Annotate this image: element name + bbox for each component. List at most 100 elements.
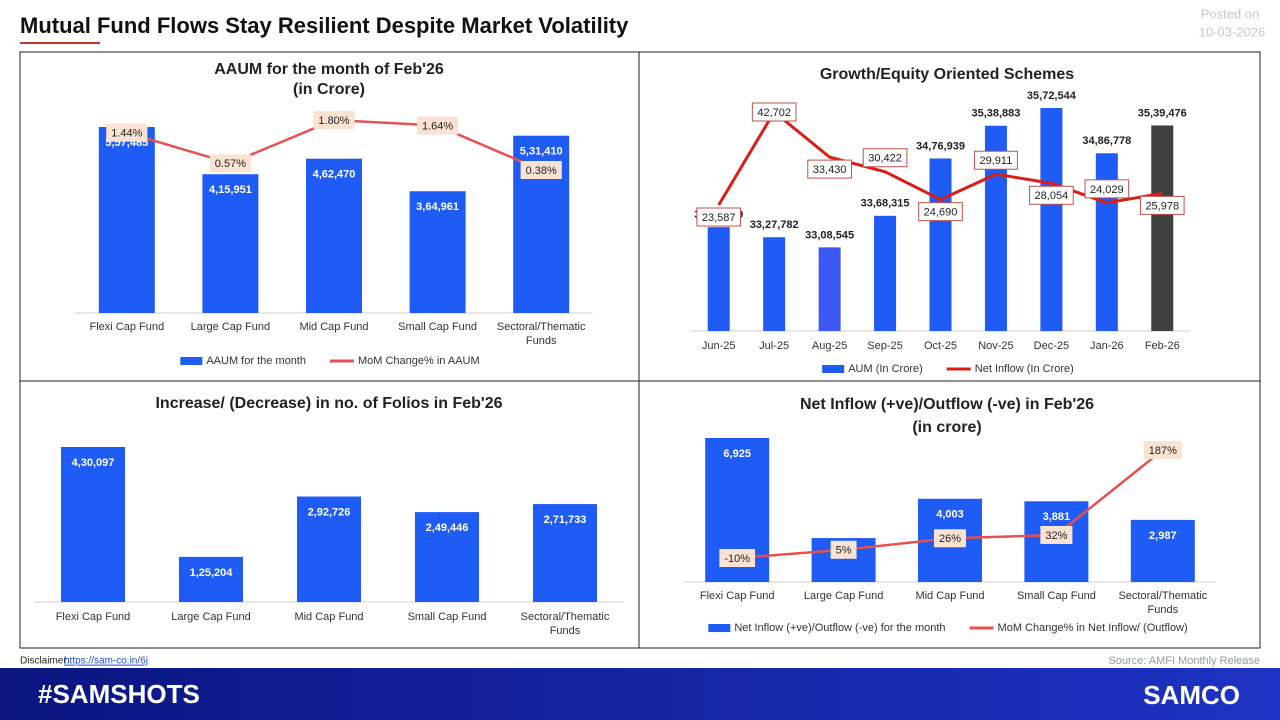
legend-label: MoM Change% in Net Inflow/ (Outflow) — [998, 622, 1188, 634]
bar — [179, 556, 243, 602]
x-tick-label-box: Flexi Cap Fund — [89, 321, 165, 333]
data-label-box — [696, 207, 742, 227]
x-tick-label: Large Cap Fund — [803, 590, 884, 602]
data-label: 30,422 — [868, 153, 902, 165]
chart-title: Net Inflow (+ve)/Outflow (-ve) in Feb'26 — [800, 396, 1094, 413]
legend: AAUM for the month MoM Change% in AAUM — [180, 355, 480, 367]
x-tick-label-box: Jan-26 — [1090, 340, 1124, 352]
legend: Net Inflow (+ve)/Outflow (-ve) for the m… — [708, 622, 1188, 634]
x-tick-label: Sectoral/Thematic Funds — [496, 321, 586, 347]
brand: SAMCO — [1143, 680, 1240, 710]
x-tick-label-box: Oct-25 — [924, 340, 957, 352]
data-label-box — [719, 549, 756, 567]
bar — [1151, 125, 1174, 331]
x-tick-label: Sectoral/Thematic Funds — [520, 611, 610, 637]
chart-title: Growth/Equity Oriented Schemes — [820, 66, 1074, 83]
data-label: 4,62,470 — [313, 169, 356, 181]
legend-swatch — [822, 365, 845, 373]
data-label: 24,029 — [1090, 184, 1124, 196]
data-label-box — [830, 540, 857, 559]
bar — [98, 127, 155, 313]
chart-title: AAUM for the month of Feb'26 — [214, 61, 444, 78]
data-label: 1.80% — [318, 115, 349, 127]
data-label-box — [974, 150, 1018, 170]
data-label: 42,702 — [757, 107, 791, 119]
data-label: 0.38% — [526, 165, 557, 177]
data-label-box — [1040, 525, 1073, 544]
data-label-box — [313, 111, 355, 129]
posted-label: Posted on — [1201, 6, 1260, 21]
x-tick-label: Aug-25 — [811, 340, 848, 352]
bar — [415, 512, 479, 602]
bar — [409, 191, 466, 313]
data-label: 4,003 — [936, 509, 964, 521]
x-tick-label: Flexi Cap Fund — [89, 321, 165, 333]
data-label: 187% — [1149, 445, 1177, 457]
data-label-box — [209, 154, 252, 173]
bar — [306, 158, 362, 313]
data-label: 23,587 — [702, 212, 736, 224]
data-label: 4,30,097 — [72, 457, 115, 469]
data-label: 33,27,782 — [750, 219, 799, 231]
data-label: 2,987 — [1149, 530, 1177, 542]
x-tick-label: Mid Cap Fund — [294, 611, 364, 623]
data-label: 32% — [1045, 530, 1067, 542]
legend-swatch — [180, 357, 203, 365]
x-tick-label-box: Sep-25 — [867, 340, 902, 352]
disclaimer: Disclaimer: — [20, 656, 69, 667]
data-label: 5,31,410 — [520, 146, 563, 158]
x-tick-label-box: Sectoral/Thematic Funds — [1118, 590, 1207, 616]
x-tick-label-box: Large Cap Fund — [171, 611, 251, 623]
bar — [1130, 519, 1195, 582]
x-tick-label-box: Flexi Cap Fund — [55, 611, 131, 623]
x-tick-label-box: Sectoral/Thematic Funds — [496, 321, 586, 347]
data-label: 33,430 — [813, 164, 847, 176]
hashtag: #SAMSHOTS — [38, 679, 200, 709]
posted-date: 10-03-2026 — [1199, 24, 1266, 39]
x-tick-label: Large Cap Fund — [190, 321, 271, 333]
bar — [297, 496, 361, 602]
data-label: 2,92,726 — [308, 506, 351, 518]
bar — [818, 247, 841, 331]
legend-swatch — [708, 624, 731, 632]
data-label: 33,68,315 — [861, 198, 910, 210]
x-tick-label: Mid Cap Fund — [299, 321, 369, 333]
data-label: 35,38,883 — [971, 108, 1020, 120]
x-tick-label: Feb-26 — [1144, 340, 1180, 352]
data-label-box — [1029, 185, 1074, 205]
x-tick-label: Small Cap Fund — [398, 321, 478, 333]
x-tick-label-box: Mid Cap Fund — [915, 590, 984, 602]
data-label-box — [1143, 441, 1182, 459]
data-label: 33,08,545 — [805, 229, 854, 241]
bar — [763, 237, 786, 331]
data-label: 28,054 — [1035, 190, 1069, 202]
x-tick-label: Small Cap Fund — [1016, 590, 1096, 602]
data-label: -10% — [724, 553, 750, 565]
bar — [707, 227, 730, 331]
data-label: 35,39,476 — [1138, 107, 1187, 119]
x-tick-label-box: Jul-25 — [759, 340, 789, 352]
disclaimer-link[interactable]: https://sam-co.in/6j — [64, 656, 148, 667]
data-label-box — [106, 123, 148, 142]
bar — [929, 158, 952, 331]
data-label: 1.64% — [422, 121, 453, 133]
data-label: 0.57% — [215, 158, 246, 170]
bar — [1040, 108, 1063, 331]
bar — [61, 447, 125, 602]
data-label: 2,49,446 — [426, 522, 469, 534]
x-tick-label-box: Nov-25 — [978, 340, 1014, 352]
source: Source: AMFI Monthly Release — [1108, 655, 1260, 667]
data-label: 1,25,204 — [190, 567, 234, 579]
data-label: 25,978 — [1145, 200, 1179, 212]
x-tick-label: Flexi Cap Fund — [55, 611, 131, 623]
data-label-box — [933, 529, 967, 548]
bar — [533, 504, 597, 602]
data-label-box — [918, 202, 963, 222]
x-tick-label-box: Sectoral/Thematic Funds — [520, 611, 610, 637]
x-tick-label: Nov-25 — [978, 340, 1014, 352]
data-label: 5% — [836, 545, 852, 557]
bar — [874, 215, 897, 331]
x-tick-label-box: Aug-25 — [811, 340, 848, 352]
